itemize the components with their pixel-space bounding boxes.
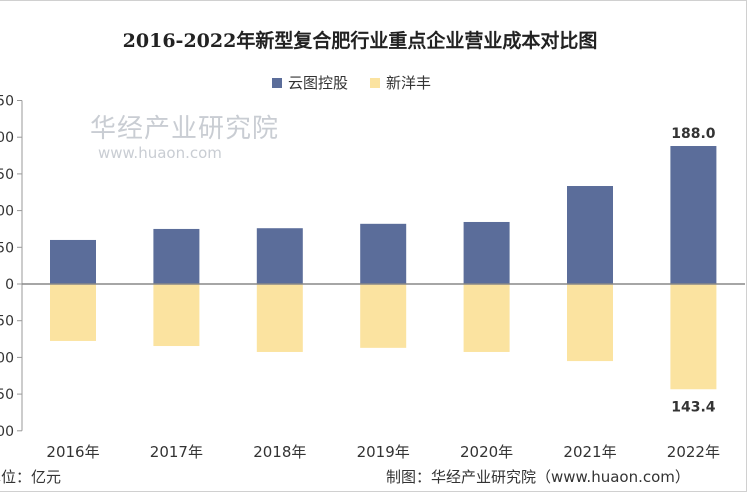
bar-series-2: [256, 284, 303, 352]
source-label: 制图：华经产业研究院（www.huaon.com）: [386, 468, 690, 486]
y-tick-label: 150: [0, 167, 14, 183]
y-tick-label: 250: [0, 94, 14, 110]
x-tick-label: 2020年: [460, 443, 513, 461]
watermark-logo: 华经产业研究院: [90, 114, 280, 144]
y-tick-label: 100: [0, 204, 14, 220]
x-tick-label: 2022年: [667, 443, 720, 461]
x-tick-label: 2021年: [563, 443, 616, 461]
bar-series-1: [360, 223, 407, 284]
y-tick-label: 50: [0, 314, 14, 330]
bar-series-1: [463, 221, 510, 284]
x-tick-label: 2019年: [357, 443, 410, 461]
bar-series-1: [50, 239, 96, 284]
bar-series-1: [256, 228, 303, 284]
y-tick-label: 150: [0, 387, 14, 403]
bar-series-2: [670, 284, 717, 390]
y-tick-label: 50: [0, 240, 14, 256]
bar-series-1: [153, 228, 200, 284]
y-tick-label: 100: [0, 350, 14, 366]
legend-label-series-2: 新洋丰: [386, 74, 432, 92]
legend-swatch-series-1: [272, 77, 282, 88]
legend-item-series-2: 新洋丰: [370, 72, 431, 93]
y-tick-label: 200: [0, 130, 14, 146]
y-tick-label: 0: [5, 277, 14, 293]
y-tick-label: 200: [0, 424, 14, 440]
x-tick-label: 2016年: [46, 443, 99, 461]
bar-series-2: [567, 284, 613, 362]
bar-series-2: [360, 284, 407, 348]
legend-label-series-1: 云图控股: [288, 74, 349, 92]
bar-series-1: [670, 146, 717, 284]
watermark-url: www.huaon.com: [98, 144, 222, 162]
legend: 云图控股 新洋丰: [272, 72, 431, 93]
bar-series-2: [153, 284, 200, 347]
bar-series-2: [50, 284, 96, 341]
bar-series-1: [567, 186, 613, 284]
x-tick-label: 2018年: [253, 443, 306, 461]
legend-swatch-series-2: [370, 77, 381, 88]
data-label-top: 188.0: [671, 126, 716, 142]
chart-title: 2016-2022年新型复合肥行业重点企业营业成本对比图: [122, 30, 598, 52]
legend-item-series-1: 云图控股: [272, 72, 348, 93]
unit-label: 单位：亿元: [0, 468, 62, 486]
bar-series-2: [463, 284, 510, 352]
x-tick-label: 2017年: [150, 443, 203, 461]
data-label-bottom: 143.4: [671, 399, 716, 415]
